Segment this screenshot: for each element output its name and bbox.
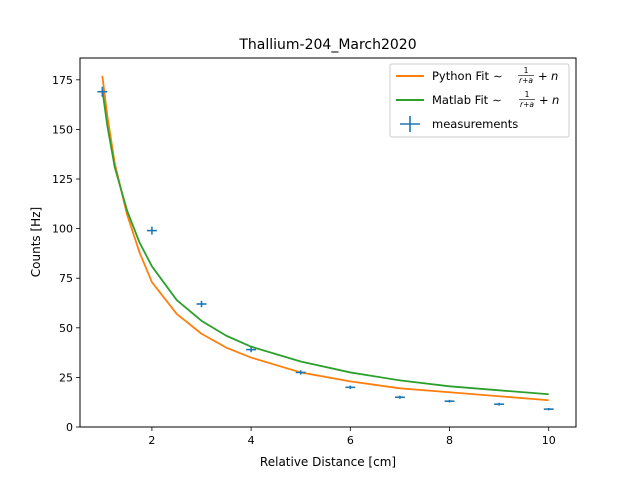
chart-title: Thallium-204_March2020: [238, 37, 416, 53]
svg-text:n: n: [551, 69, 558, 83]
measurement-point: [494, 402, 505, 406]
measurement-point: [345, 385, 356, 390]
axes-frame: [79, 57, 577, 428]
legend-swatch-measurements: [400, 116, 420, 132]
y-tick-label: 150: [52, 123, 73, 136]
legend-label-matlab-fit: Matlab Fit ∼: [432, 93, 502, 107]
svg-text:1: 1: [525, 90, 530, 99]
y-tick-label: 125: [52, 173, 73, 186]
svg-text:n: n: [552, 93, 559, 107]
svg-text:1: 1: [524, 66, 529, 75]
plot-area: [97, 75, 554, 411]
x-tick-label: 8: [446, 434, 453, 447]
x-tick-label: 4: [248, 434, 255, 447]
y-tick-label: 50: [59, 322, 73, 335]
y-tick-label: 175: [52, 74, 73, 87]
x-tick-label: 6: [347, 434, 354, 447]
svg-text:+: +: [539, 93, 549, 107]
legend-formula-matlab-fit: 1 r+a + n: [519, 90, 559, 109]
x-tick-label: 2: [148, 434, 155, 447]
measurement-point: [146, 226, 157, 235]
measurement-point: [295, 370, 306, 375]
y-axis-label: Counts [Hz]: [29, 207, 43, 277]
y-axis: 0 25 50 75 100 125 150 175: [52, 74, 80, 434]
legend-label-python-fit: Python Fit ∼: [432, 69, 503, 83]
series-line-matlab-fit: [101, 89, 549, 396]
legend: Python Fit ∼ 1 r+a + n Matlab Fit ∼ 1 r+a …: [389, 63, 570, 138]
legend-formula-python-fit: 1 r+a + n: [518, 66, 558, 85]
svg-text:r+a: r+a: [520, 100, 534, 109]
measurement-point: [196, 300, 207, 308]
measurement-point: [444, 399, 455, 403]
y-tick-label: 25: [59, 371, 73, 384]
y-tick-label: 0: [66, 421, 73, 434]
measurement-point: [394, 395, 405, 399]
legend-box: [389, 63, 570, 138]
measurement-point: [246, 347, 257, 353]
svg-text:r+a: r+a: [519, 76, 533, 85]
x-axis-label: Relative Distance [cm]: [260, 455, 396, 469]
legend-label-measurements: measurements: [432, 117, 518, 131]
x-axis: 2 4 6 8 10: [148, 427, 556, 447]
y-tick-label: 100: [52, 223, 73, 236]
svg-text:+: +: [538, 69, 548, 83]
measurement-point: [543, 407, 554, 411]
y-tick-label: 75: [59, 272, 73, 285]
x-tick-label: 10: [542, 434, 556, 447]
measurement-point: [97, 86, 108, 97]
